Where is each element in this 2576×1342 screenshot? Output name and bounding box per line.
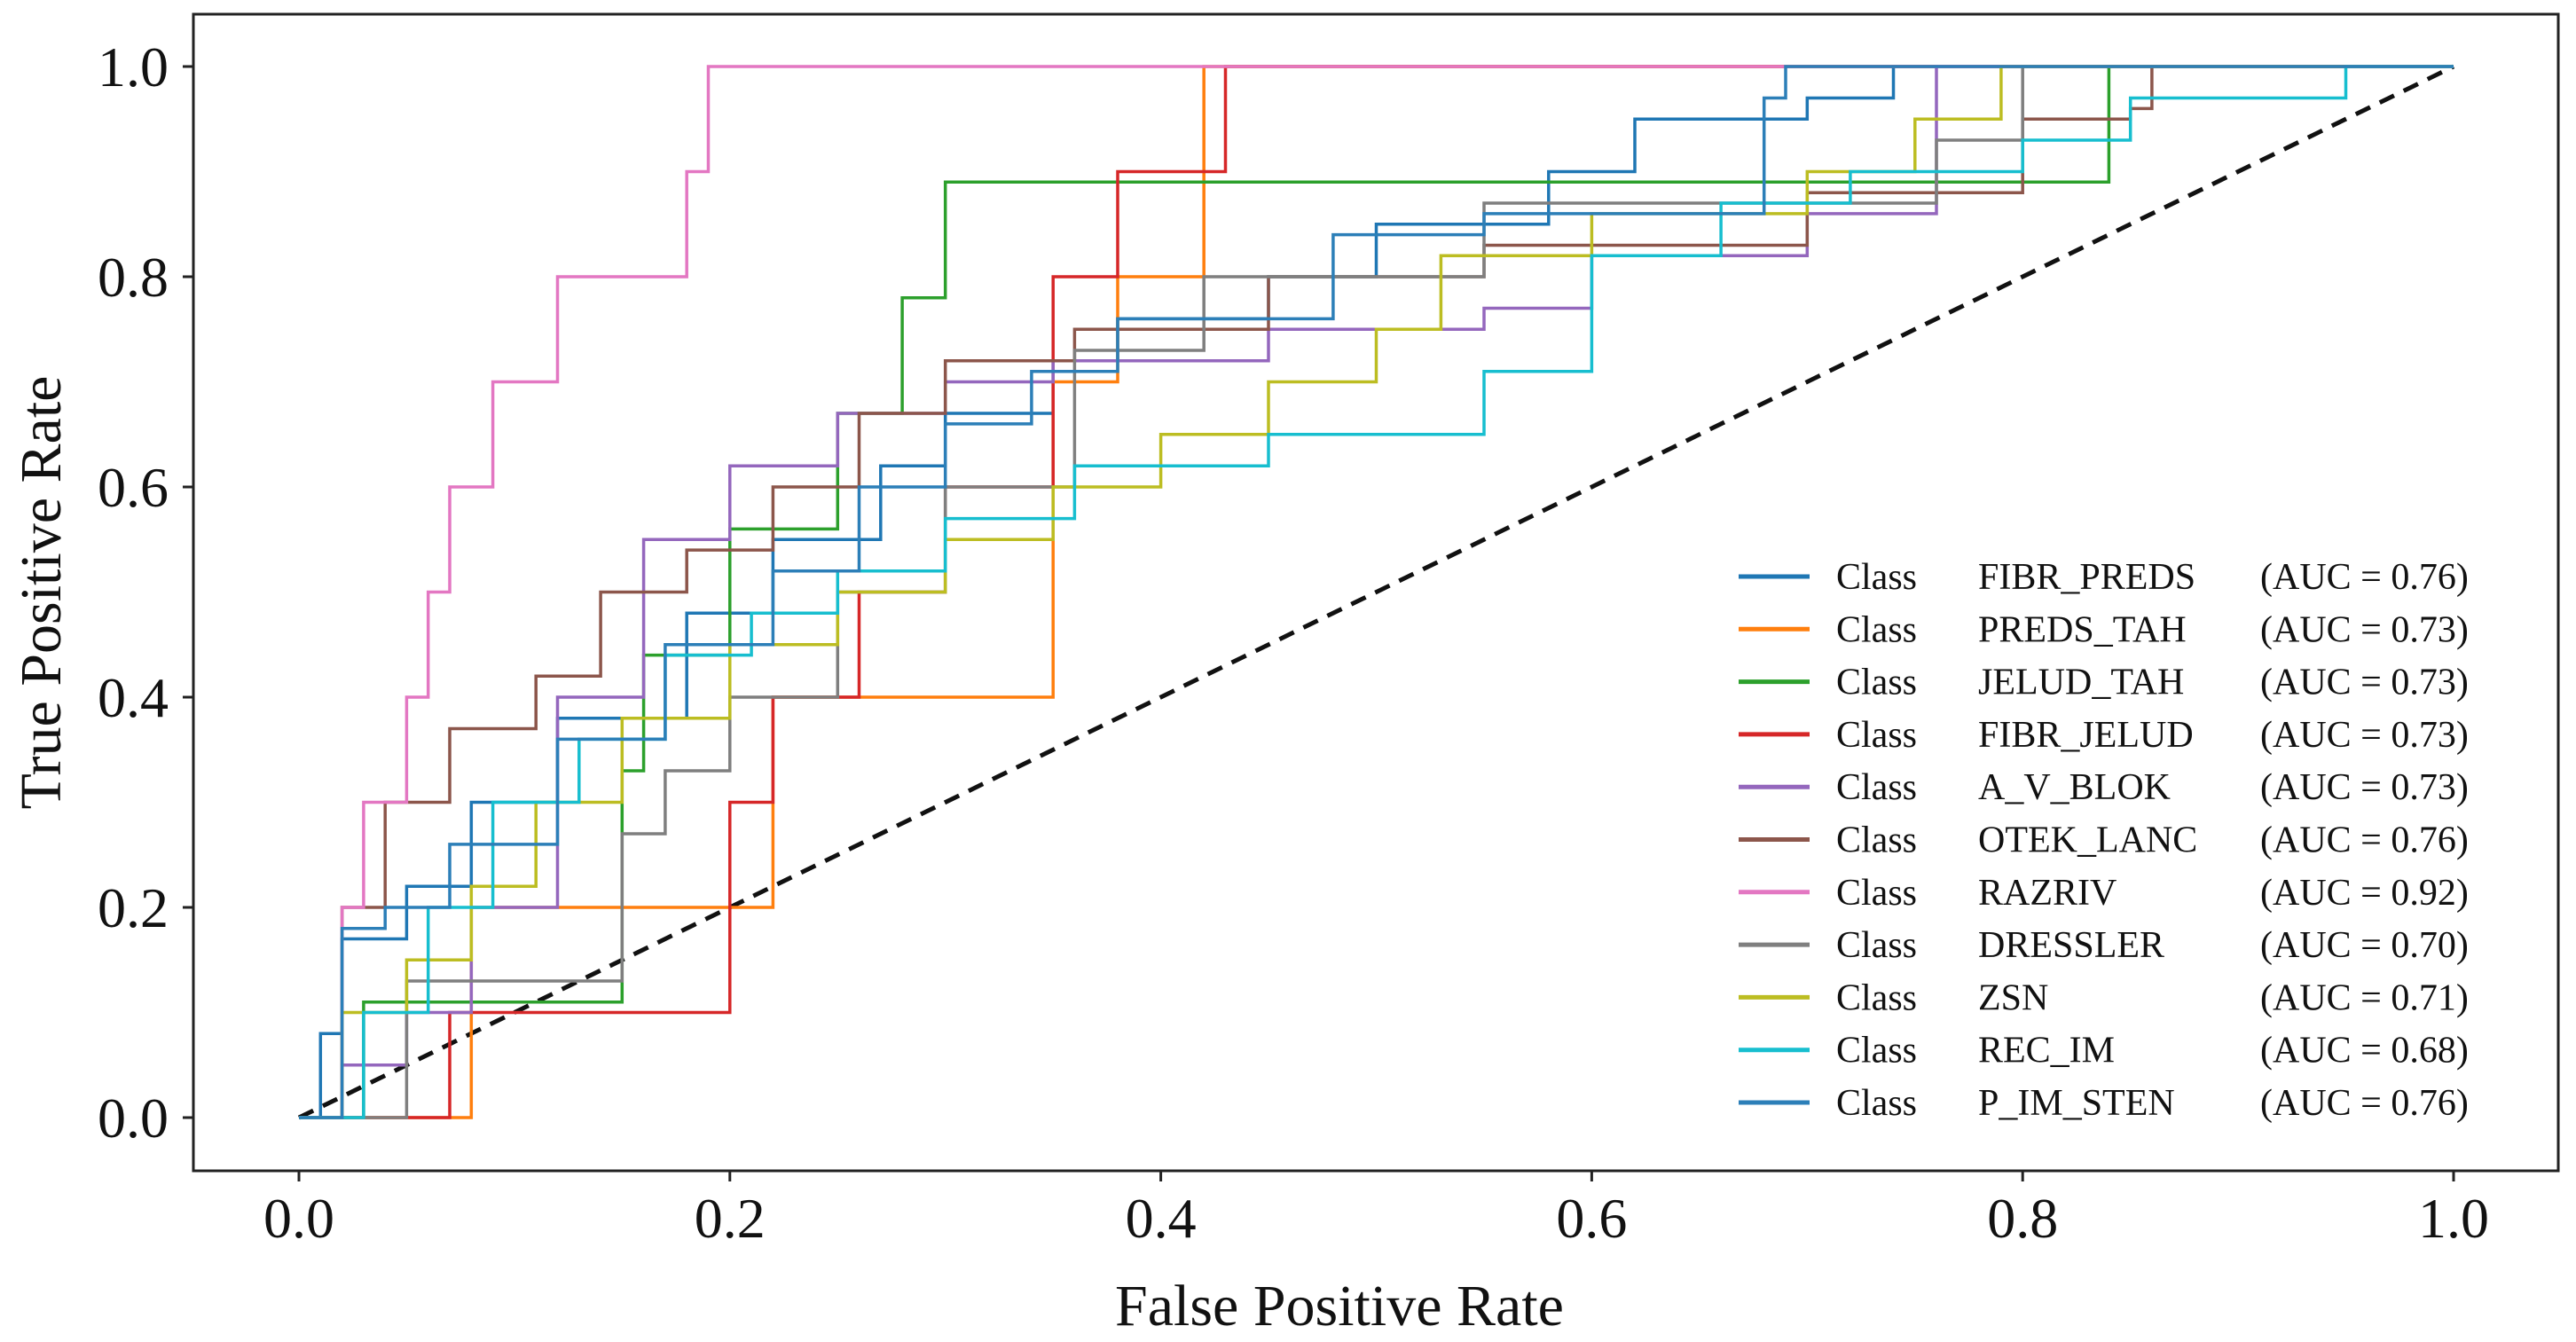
reference-layer [297, 64, 2455, 1120]
legend-class-name: JELUD_TAH [1978, 663, 2184, 703]
legend-class-prefix: Class [1836, 820, 1917, 861]
y-axis-title: True Positive Rate [9, 376, 74, 810]
roc-line-rec-im [299, 65, 2454, 1119]
legend-auc-value: (AUC = 0.73) [2260, 767, 2469, 808]
x-tick-label: 1.0 [2418, 1187, 2489, 1250]
legend-auc-value: (AUC = 0.73) [2260, 715, 2469, 756]
legend-class-name: DRESSLER [1978, 925, 2164, 966]
x-tick-label: 0.4 [1126, 1187, 1197, 1250]
series-layer [299, 65, 2454, 1119]
legend-auc-value: (AUC = 0.70) [2260, 925, 2469, 966]
legend-auc-value: (AUC = 0.76) [2260, 557, 2469, 598]
legend-class-prefix: Class [1836, 767, 1917, 808]
legend-class-prefix: Class [1836, 557, 1917, 598]
legend-class-prefix: Class [1836, 977, 1917, 1018]
legend-auc-value: (AUC = 0.73) [2260, 663, 2469, 703]
legend-auc-value: (AUC = 0.73) [2260, 609, 2469, 650]
roc-line-razriv [299, 65, 2454, 1119]
y-tick-label: 0.4 [98, 666, 169, 729]
roc-line-p-im-sten [299, 65, 2454, 1119]
roc-line-zsn [299, 65, 2454, 1119]
legend-class-prefix: Class [1836, 663, 1917, 703]
legend-class-prefix: Class [1836, 609, 1917, 650]
legend-class-prefix: Class [1836, 925, 1917, 966]
y-tick-label: 0.0 [98, 1087, 169, 1150]
legend-class-prefix: Class [1836, 1083, 1917, 1124]
legend-class-name: P_IM_STEN [1978, 1083, 2175, 1124]
legend-class-name: PREDS_TAH [1978, 609, 2187, 650]
y-tick-label: 0.8 [98, 246, 169, 309]
legend-auc-value: (AUC = 0.76) [2260, 820, 2469, 861]
legend-auc-value: (AUC = 0.76) [2260, 1083, 2469, 1124]
x-tick-label: 0.2 [695, 1187, 766, 1250]
legend-class-name: REC_IM [1978, 1031, 2115, 1071]
x-tick-label: 0.0 [263, 1187, 334, 1250]
y-tick-label: 0.2 [98, 876, 169, 939]
x-tick-label: 0.8 [1987, 1187, 2058, 1250]
y-tick-label: 1.0 [98, 35, 169, 98]
legend-auc-value: (AUC = 0.71) [2260, 977, 2469, 1018]
chance-reference-line [297, 64, 2455, 1120]
legend-auc-value: (AUC = 0.92) [2260, 873, 2469, 914]
legend-class-prefix: Class [1836, 1031, 1917, 1071]
legend-class-prefix: Class [1836, 873, 1917, 914]
legend-auc-value: (AUC = 0.68) [2260, 1031, 2469, 1071]
legend-class-name: ZSN [1978, 977, 2048, 1018]
y-tick-label: 0.6 [98, 456, 169, 519]
legend-class-name: OTEK_LANC [1978, 820, 2197, 861]
legend-class-prefix: Class [1836, 715, 1917, 756]
legend-class-name: FIBR_JELUD [1978, 715, 2194, 756]
legend-class-name: A_V_BLOK [1978, 767, 2171, 808]
plot-area-frame [192, 12, 2560, 1173]
legend-class-name: RAZRIV [1978, 873, 2117, 914]
x-tick-label: 0.6 [1556, 1187, 1627, 1250]
legend: Class FIBR_PREDS (AUC = 0.76) Class PREDS_TA… [1739, 557, 2469, 1124]
ticks-layer: 0.0 0.2 0.4 0.6 0.8 1.0 0.0 0.2 0.4 0.6 0.8 1.0 [98, 35, 2489, 1250]
legend-class-name: FIBR_PREDS [1978, 557, 2195, 598]
x-axis-title: False Positive Rate [1115, 1274, 1564, 1338]
